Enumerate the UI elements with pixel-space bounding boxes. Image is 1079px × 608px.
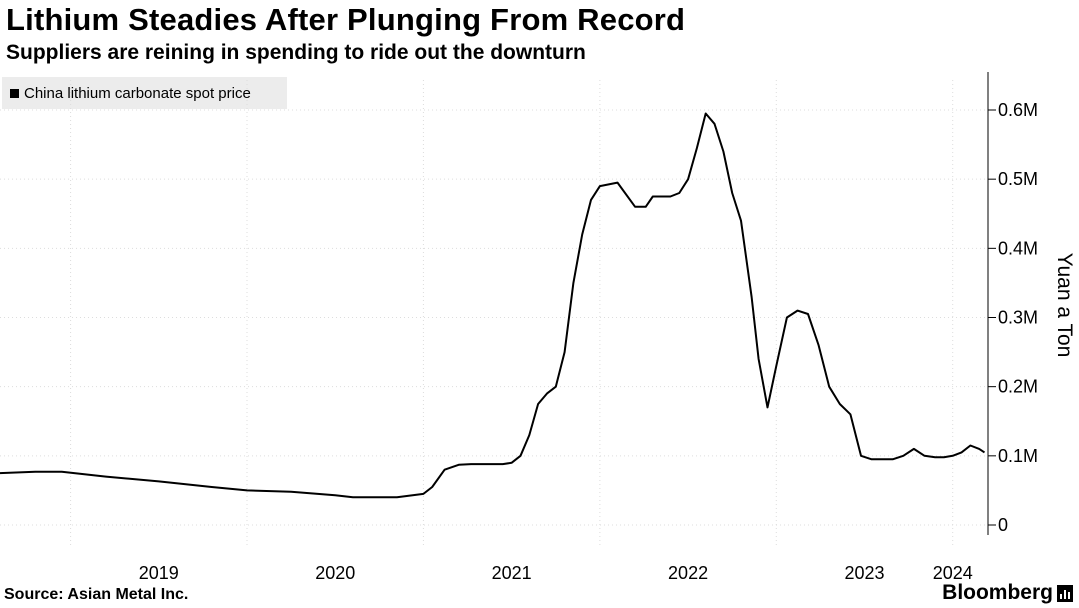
grid-layer bbox=[0, 80, 988, 545]
chart-legend: China lithium carbonate spot price bbox=[2, 77, 287, 109]
x-tick-label: 2020 bbox=[315, 563, 355, 583]
chart-title: Lithium Steadies After Plunging From Rec… bbox=[6, 2, 686, 37]
x-tick-layer: 2019 2020 2021 2022 2023 2024 bbox=[139, 563, 973, 583]
x-tick-label: 2022 bbox=[668, 563, 708, 583]
bloomberg-terminal-icon bbox=[1057, 585, 1073, 602]
bloomberg-logo: Bloomberg bbox=[942, 581, 1053, 604]
x-tick-label: 2021 bbox=[492, 563, 532, 583]
y-axis-title: Yuan a Ton bbox=[1053, 253, 1076, 358]
legend-label: China lithium carbonate spot price bbox=[24, 84, 251, 102]
series-line-0 bbox=[0, 112, 986, 499]
legend-swatch-icon bbox=[10, 88, 19, 98]
y-tick-label: 0.4M bbox=[998, 238, 1038, 258]
y-tick-layer: 0 0.1M 0.2M 0.3M 0.4M 0.5M 0.6M bbox=[998, 100, 1038, 535]
y-tick-label: 0.1M bbox=[998, 446, 1038, 466]
axis-layer bbox=[987, 72, 996, 535]
y-tick-label: 0.6M bbox=[998, 100, 1038, 120]
x-tick-label: 2024 bbox=[933, 563, 973, 583]
chart-subtitle: Suppliers are reining in spending to rid… bbox=[6, 41, 586, 64]
series-layer bbox=[0, 112, 986, 499]
y-tick-label: 0.5M bbox=[998, 169, 1038, 189]
y-tick-label: 0 bbox=[998, 515, 1008, 535]
y-tick-label: 0.2M bbox=[998, 377, 1038, 397]
source-note: Source: Asian Metal Inc. bbox=[4, 586, 189, 603]
x-tick-label: 2019 bbox=[139, 563, 179, 583]
x-tick-label: 2023 bbox=[844, 563, 884, 583]
y-tick-label: 0.3M bbox=[998, 308, 1038, 328]
